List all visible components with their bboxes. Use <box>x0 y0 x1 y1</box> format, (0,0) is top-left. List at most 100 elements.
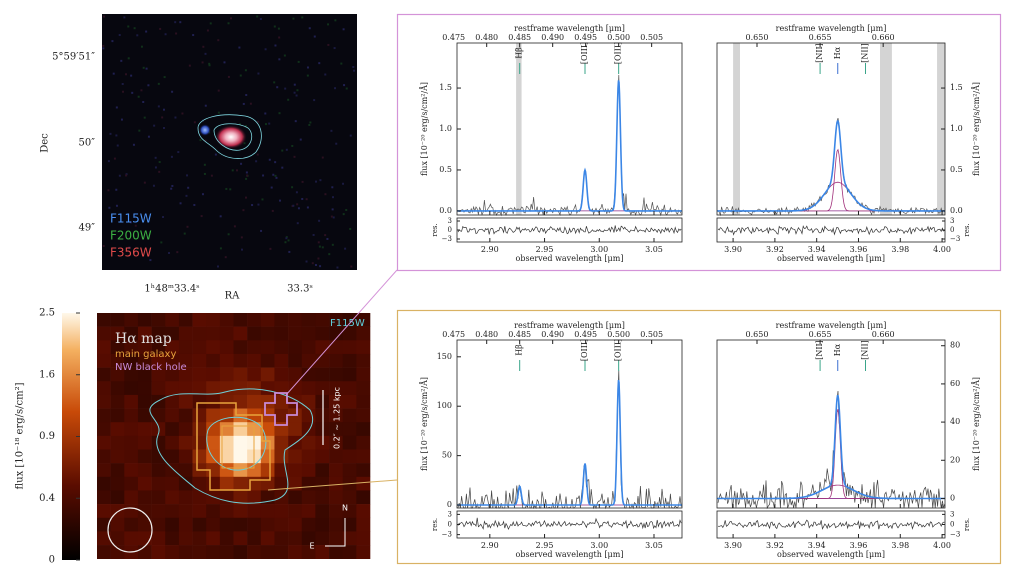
noise-pixel <box>229 17 232 20</box>
noise-pixel <box>235 169 238 172</box>
map-pixel <box>97 381 111 396</box>
map-pixel <box>342 367 357 382</box>
noise-pixel <box>291 144 294 147</box>
noise-pixel <box>328 253 331 256</box>
map-pixel <box>288 504 303 519</box>
noise-pixel <box>240 162 243 165</box>
map-pixel <box>315 408 330 423</box>
noise-pixel <box>203 163 206 166</box>
map-pixel <box>274 476 289 491</box>
map-pixel <box>342 381 357 396</box>
model-fit <box>457 379 682 506</box>
noise-pixel <box>204 139 207 142</box>
map-pixel <box>233 422 248 437</box>
map-pixel <box>288 353 303 368</box>
noise-pixel <box>202 45 205 48</box>
noise-pixel <box>301 16 304 19</box>
map-pixel <box>329 517 343 532</box>
map-pixel <box>219 449 234 464</box>
obs-tick-label: 2.90 <box>481 245 499 254</box>
map-pixel <box>206 326 221 341</box>
map-pixel <box>165 313 180 327</box>
filter-legend: F115W F200W F356W <box>110 212 152 260</box>
line-label: Hβ <box>515 344 524 356</box>
ra-title: RA <box>225 291 241 302</box>
companion-blob <box>199 124 211 136</box>
rest-tick-label: 0.655 <box>809 33 832 42</box>
map-pixel <box>219 435 234 450</box>
noise-pixel <box>122 90 125 93</box>
galaxy-spectra-box <box>396 309 1002 565</box>
noise-pixel <box>217 111 220 114</box>
noise-pixel <box>210 174 213 177</box>
contour <box>213 123 253 151</box>
map-pixel <box>97 353 111 368</box>
map-pixel <box>356 353 371 368</box>
map-pixel <box>315 435 330 450</box>
noise-pixel <box>321 156 324 159</box>
map-pixel <box>274 381 289 396</box>
noise-pixel <box>264 48 267 51</box>
y-tick-label: 20 <box>950 455 960 464</box>
noise-pixel <box>301 180 304 183</box>
noise-pixel <box>111 40 114 43</box>
map-pixel <box>206 545 221 559</box>
noise-pixel <box>287 239 290 242</box>
map-pixel <box>301 449 316 464</box>
map-pixel <box>315 490 330 505</box>
map-pixel <box>301 476 316 491</box>
plot-frame <box>456 339 683 509</box>
map-pixel <box>315 381 330 396</box>
rest-tick-label: 0.505 <box>640 33 663 42</box>
noise-pixel <box>162 108 165 111</box>
rest-tick-label: 0.490 <box>541 330 564 339</box>
map-pixel <box>288 340 303 355</box>
map-pixel <box>356 408 371 423</box>
y-tick-label: 40 <box>950 417 960 426</box>
noise-pixel <box>332 216 335 219</box>
noise-pixel <box>292 204 295 207</box>
map-pixel <box>260 517 275 532</box>
noise-pixel <box>201 61 204 64</box>
noise-pixel <box>154 156 157 159</box>
noise-pixel <box>315 180 318 183</box>
map-pixel <box>329 435 343 450</box>
masked-region <box>880 43 892 215</box>
map-pixel <box>315 326 330 341</box>
map-pixel <box>260 449 275 464</box>
map-pixel <box>97 422 111 437</box>
noise-pixel <box>284 87 287 90</box>
map-pixel <box>97 326 111 341</box>
map-pixel <box>110 422 125 437</box>
map-pixel <box>260 545 275 559</box>
map-pixel <box>288 545 303 559</box>
noise-pixel <box>133 27 136 30</box>
res-tick-label: 3 <box>448 217 452 225</box>
noise-pixel <box>272 173 275 176</box>
noise-pixel <box>204 52 207 55</box>
model-fit <box>717 120 945 212</box>
map-pixel <box>356 504 371 519</box>
noise-pixel <box>200 215 203 218</box>
map-pixel <box>342 394 357 409</box>
map-pixel <box>247 545 262 559</box>
map-pixel <box>110 449 125 464</box>
noise-pixel <box>342 28 345 31</box>
map-pixel <box>110 545 125 559</box>
map-pixel <box>206 367 221 382</box>
map-pixel <box>356 313 371 327</box>
map-pixel <box>97 545 111 559</box>
map-pixel <box>315 353 330 368</box>
map-pixel <box>247 531 262 546</box>
noise-pixel <box>301 197 304 200</box>
noise-pixel <box>162 126 165 129</box>
noise-pixel <box>297 60 300 63</box>
map-pixel <box>288 422 303 437</box>
noise-pixel <box>313 35 316 38</box>
residuals <box>717 225 945 236</box>
noise-pixel <box>342 213 345 216</box>
noise-pixel <box>103 15 106 18</box>
colorbar-tick-label: 0.9 <box>39 431 55 442</box>
noise-pixel <box>239 74 242 77</box>
map-pixel <box>342 545 357 559</box>
